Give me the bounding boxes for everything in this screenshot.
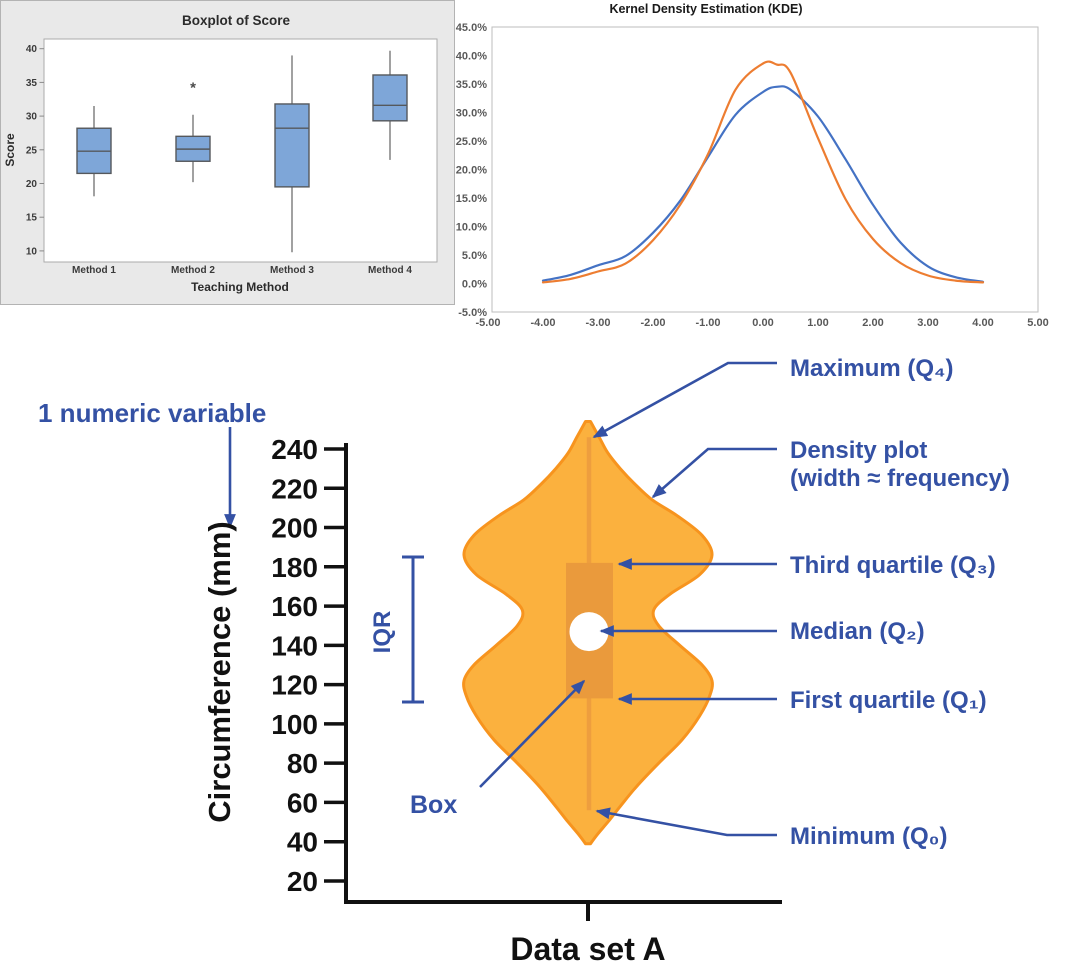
boxplot-box (274, 103, 310, 188)
label-median: Median (Q₂) (790, 618, 925, 645)
violin-y-tick-label: 240 (271, 434, 318, 465)
violin-y-tick-label: 100 (271, 709, 318, 740)
violin-y-tick-label: 20 (287, 866, 318, 897)
kde-y-tick-label: 5.0% (462, 250, 487, 262)
kde-panel-background (455, 0, 1080, 335)
arrow-box (479, 679, 586, 788)
label-third-quartile: Third quartile (Q₃) (790, 552, 996, 579)
label-density-line2: (width ≈ frequency) (790, 465, 1010, 492)
violin-y-tick-label: 180 (271, 552, 318, 583)
boxplot-x-tick-label: Method 3 (270, 265, 314, 276)
violin-y-axis-label: Circumference (mm) (202, 521, 237, 822)
kde-y-tick-label: 40.0% (456, 51, 487, 63)
kde-y-tick-label: 45.0% (456, 22, 487, 34)
kde-y-tick-label: 25.0% (456, 136, 487, 148)
kde-x-tick-label: 4.00 (972, 317, 993, 329)
kde-y-tick-label: 15.0% (456, 193, 487, 205)
violin-y-tick-label: 120 (271, 670, 318, 701)
boxplot-outlier-asterisk: * (190, 79, 196, 96)
kde-series-blue-curve (541, 85, 985, 283)
kde-y-tick-label: 35.0% (456, 79, 487, 91)
kde-series-orange-curve (541, 60, 985, 284)
kde-x-tick-label: -3.00 (585, 317, 610, 329)
kde-x-tick-label: 1.00 (807, 317, 828, 329)
kde-x-tick-label: 0.00 (752, 317, 773, 329)
kde-x-tick-label: -5.00 (475, 317, 500, 329)
violin-y-tick-label: 60 (287, 787, 318, 818)
kde-y-tick-label: 30.0% (456, 108, 487, 120)
boxplot-y-axis-label: Score (3, 133, 17, 167)
boxplot-box (372, 74, 408, 122)
boxplot-x-axis-label: Teaching Method (191, 280, 289, 294)
kde-x-tick-label: -1.00 (695, 317, 720, 329)
boxplot-y-tick-label: 30 (26, 112, 38, 123)
label-box: Box (410, 791, 457, 819)
kde-x-tick-label: -4.00 (530, 317, 555, 329)
kde-x-tick-label: 3.00 (917, 317, 938, 329)
label-first-quartile: First quartile (Q₁) (790, 687, 987, 714)
boxplot-y-tick-label: 25 (26, 145, 38, 156)
arrow-density-plot (651, 447, 777, 499)
boxplot-title: Boxplot of Score (182, 13, 290, 28)
kde-x-tick-label: -2.00 (640, 317, 665, 329)
label-iqr: IQR (369, 611, 396, 654)
boxplot-y-tick-label: 40 (26, 44, 38, 55)
kde-y-tick-label: -5.0% (458, 307, 487, 319)
label-maximum: Maximum (Q₄) (790, 355, 953, 382)
arrow-minimum (595, 807, 777, 837)
iqr-bracket (402, 555, 424, 704)
kde-chart: 45.0% 40.0% 35.0% 30.0% 25.0% 20.0% 15.0% 10.0%… (455, 0, 1080, 335)
boxplot-x-tick-label: Method 1 (72, 265, 116, 276)
kde-x-tick-label: 5.00 (1027, 317, 1048, 329)
label-numeric-variable: 1 numeric variable (38, 398, 266, 428)
violin-x-category-label: Data set A (510, 931, 665, 967)
kde-plot-frame (491, 26, 1039, 313)
violin-y-tick-label: 160 (271, 591, 318, 622)
kde-y-tick-label: 10.0% (456, 222, 487, 234)
violin-y-tick-label: 200 (271, 513, 318, 544)
violin-y-tick-label: 140 (271, 630, 318, 661)
boxplot-chart: 40 35 30 25 20 15 10 Method 1 * Method 2 Method 3 M… (0, 0, 455, 305)
kde-y-tick-label: 0.0% (462, 279, 487, 291)
arrow-maximum (592, 361, 777, 439)
violin-median-circle (569, 612, 609, 652)
kde-y-tick-label: 20.0% (456, 165, 487, 177)
label-minimum: Minimum (Q₀) (790, 823, 947, 850)
label-density-line1: Density plot (790, 437, 927, 464)
boxplot-y-tick-label: 10 (26, 246, 38, 257)
boxplot-y-tick-label: 35 (26, 78, 38, 89)
violin-y-tick-label: 40 (287, 827, 318, 858)
kde-x-tick-label: 2.00 (862, 317, 883, 329)
boxplot-y-tick-label: 15 (26, 213, 38, 224)
boxplot-y-tick-label: 20 (26, 179, 38, 190)
violin-y-tick-label: 80 (287, 748, 318, 779)
boxplot-x-tick-label: Method 4 (368, 265, 412, 276)
boxplot-x-tick-label: Method 2 (171, 265, 215, 276)
violin-y-tick-label: 220 (271, 473, 318, 504)
violin-diagram: 240 220 200 180 160 140 120 100 80 60 40 20 1 numer… (38, 355, 1010, 967)
kde-title: Kernel Density Estimation (KDE) (609, 2, 802, 16)
